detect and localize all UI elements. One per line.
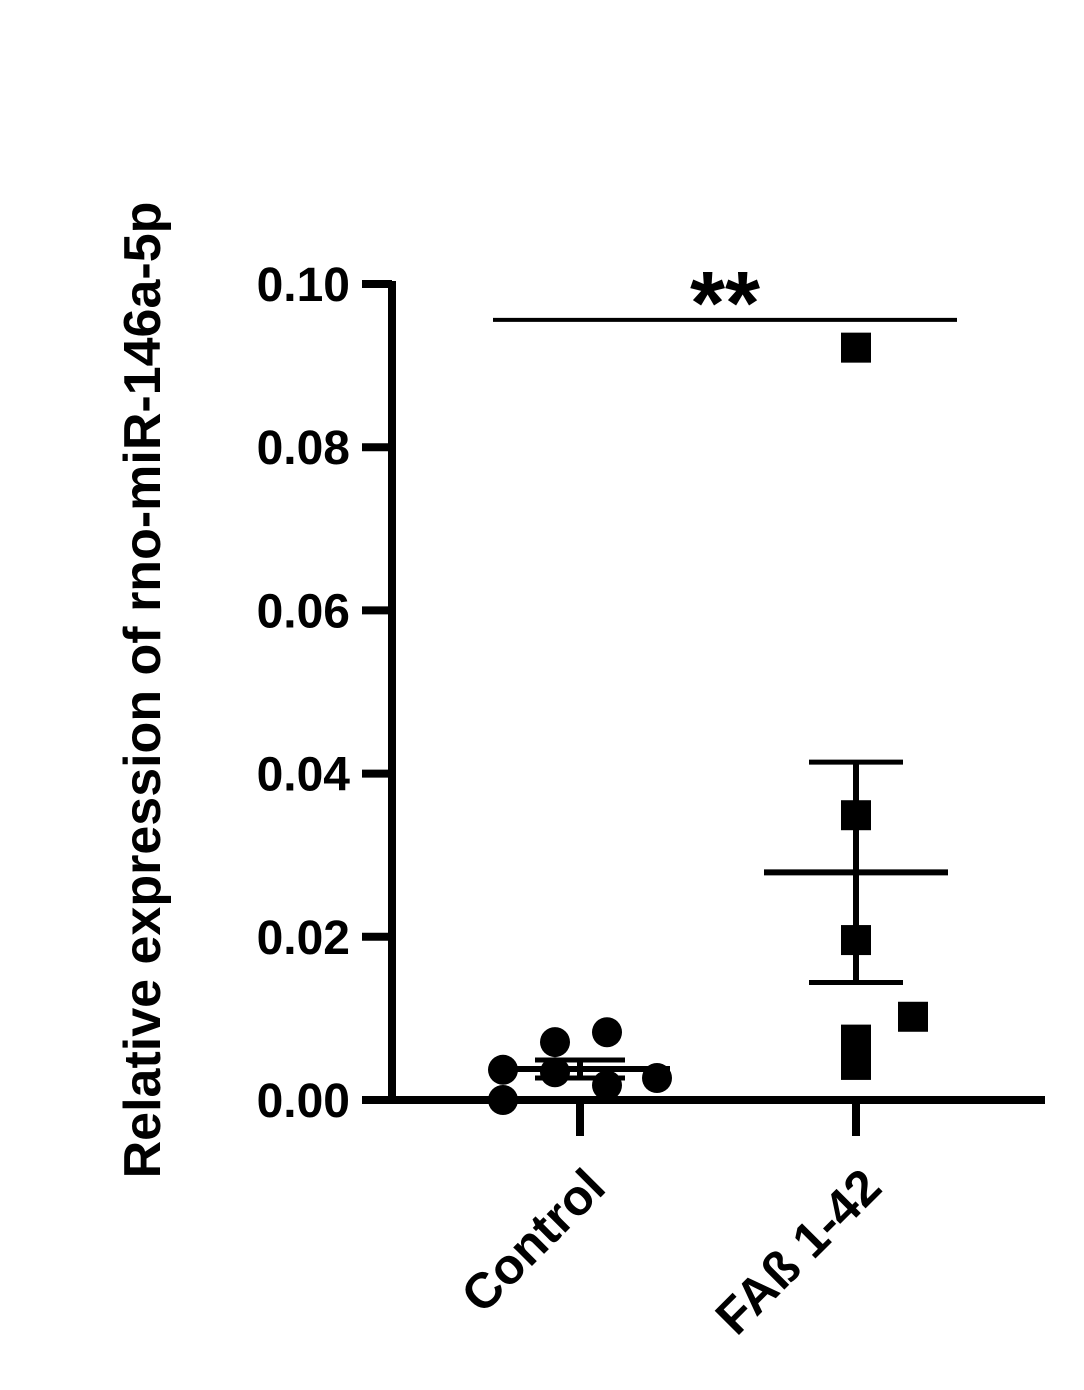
y-tick-label: 0.06 <box>257 585 350 638</box>
y-axis-label: Relative expression of rno-miR-146a-5p <box>114 202 172 1179</box>
y-tick-label: 0.02 <box>257 912 350 965</box>
y-tick-label: 0.08 <box>257 422 350 475</box>
data-point <box>841 1024 871 1055</box>
x-tick-label: Control <box>451 1158 616 1323</box>
y-tick-label: 0.04 <box>257 749 351 802</box>
significance-label: ** <box>690 254 760 354</box>
data-point <box>841 332 871 363</box>
x-tick-label: FAß 1-42 <box>705 1158 892 1345</box>
y-tick-label: 0.00 <box>257 1075 350 1128</box>
data-point <box>841 1049 871 1080</box>
data-point <box>898 1001 928 1032</box>
data-point <box>592 1017 622 1048</box>
data-point <box>488 1085 518 1115</box>
data-point <box>592 1070 622 1101</box>
data-point <box>540 1027 570 1058</box>
y-tick-label: 0.10 <box>257 259 350 312</box>
